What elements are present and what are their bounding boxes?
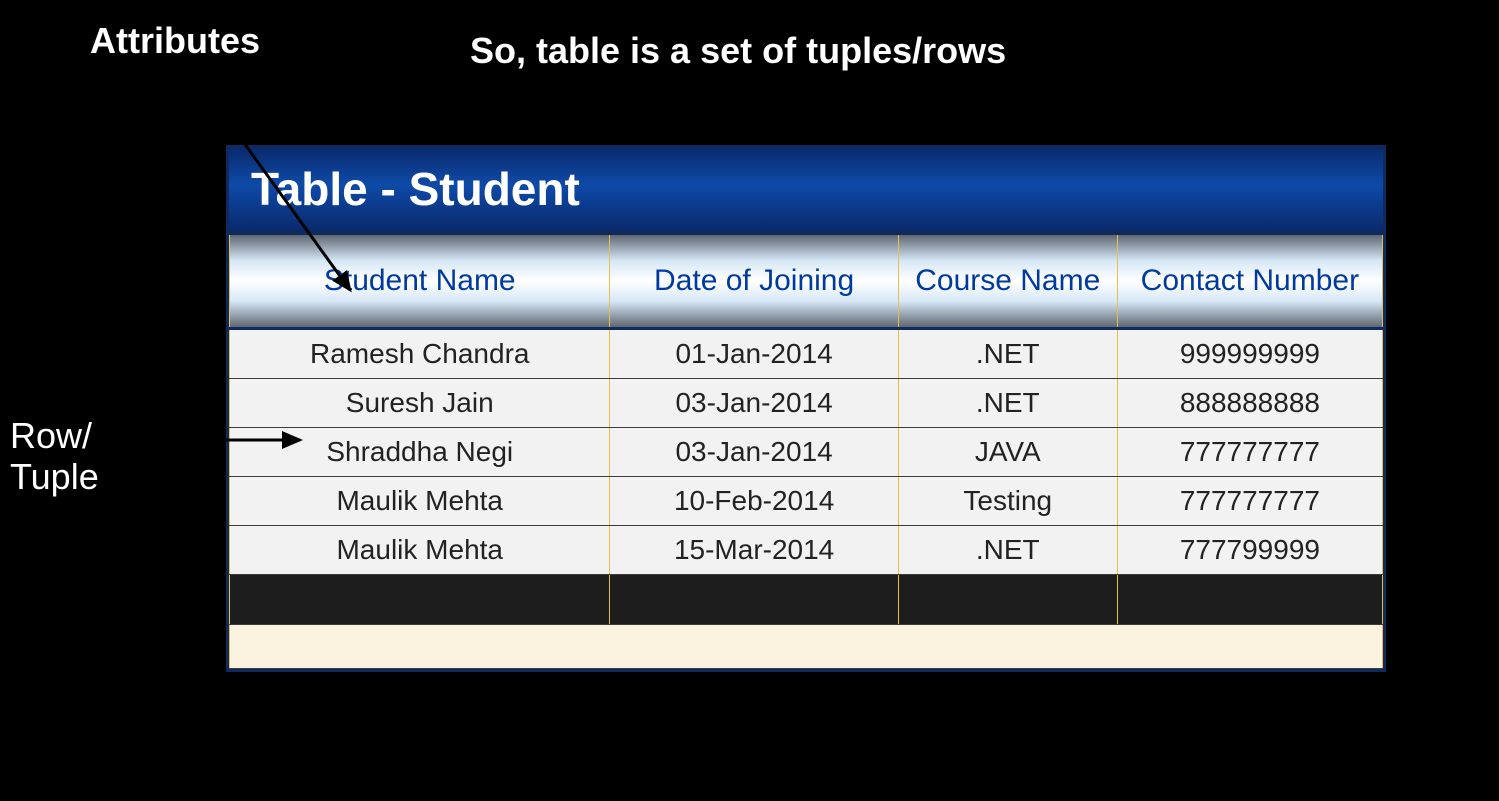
cell: 777777777 (1117, 427, 1382, 476)
table-row-empty-dark (230, 574, 1383, 624)
col-header-student-name: Student Name (230, 234, 610, 328)
cell: .NET (898, 328, 1117, 378)
cell: 999999999 (1117, 328, 1382, 378)
cell-empty (898, 574, 1117, 624)
cell: .NET (898, 378, 1117, 427)
cell: Ramesh Chandra (230, 328, 610, 378)
col-header-date-of-joining: Date of Joining (610, 234, 898, 328)
cell: 01-Jan-2014 (610, 328, 898, 378)
cell-empty (230, 574, 610, 624)
cell-empty (1117, 574, 1382, 624)
table-row: Maulik Mehta 15-Mar-2014 .NET 777799999 (230, 525, 1383, 574)
cell: 03-Jan-2014 (610, 427, 898, 476)
cell: 777799999 (1117, 525, 1382, 574)
label-attributes: Attributes (90, 20, 260, 62)
col-header-contact-number: Contact Number (1117, 234, 1382, 328)
student-table: Student Name Date of Joining Course Name… (229, 233, 1383, 669)
student-table-panel: Table - Student Student Name Date of Joi… (226, 145, 1386, 672)
cell: Shraddha Negi (230, 427, 610, 476)
table-row-empty-cream (230, 624, 1383, 668)
cell: 777777777 (1117, 476, 1382, 525)
table-row: Shraddha Negi 03-Jan-2014 JAVA 777777777 (230, 427, 1383, 476)
cell: 10-Feb-2014 (610, 476, 898, 525)
cell-empty (610, 574, 898, 624)
cell: 888888888 (1117, 378, 1382, 427)
cell: 15-Mar-2014 (610, 525, 898, 574)
label-caption: So, table is a set of tuples/rows (470, 30, 1006, 72)
cell: Testing (898, 476, 1117, 525)
label-row-line2: Tuple (10, 456, 99, 497)
cell: 03-Jan-2014 (610, 378, 898, 427)
table-row: Maulik Mehta 10-Feb-2014 Testing 7777777… (230, 476, 1383, 525)
cell: JAVA (898, 427, 1117, 476)
cell-empty (230, 624, 1383, 668)
cell: Suresh Jain (230, 378, 610, 427)
cell: .NET (898, 525, 1117, 574)
table-row: Suresh Jain 03-Jan-2014 .NET 888888888 (230, 378, 1383, 427)
table-title: Table - Student (229, 148, 1383, 233)
table-header-row: Student Name Date of Joining Course Name… (230, 234, 1383, 328)
table-row: Ramesh Chandra 01-Jan-2014 .NET 99999999… (230, 328, 1383, 378)
cell: Maulik Mehta (230, 476, 610, 525)
label-row-line1: Row/ (10, 415, 92, 456)
label-row-tuple: Row/ Tuple (10, 415, 99, 498)
cell: Maulik Mehta (230, 525, 610, 574)
col-header-course-name: Course Name (898, 234, 1117, 328)
